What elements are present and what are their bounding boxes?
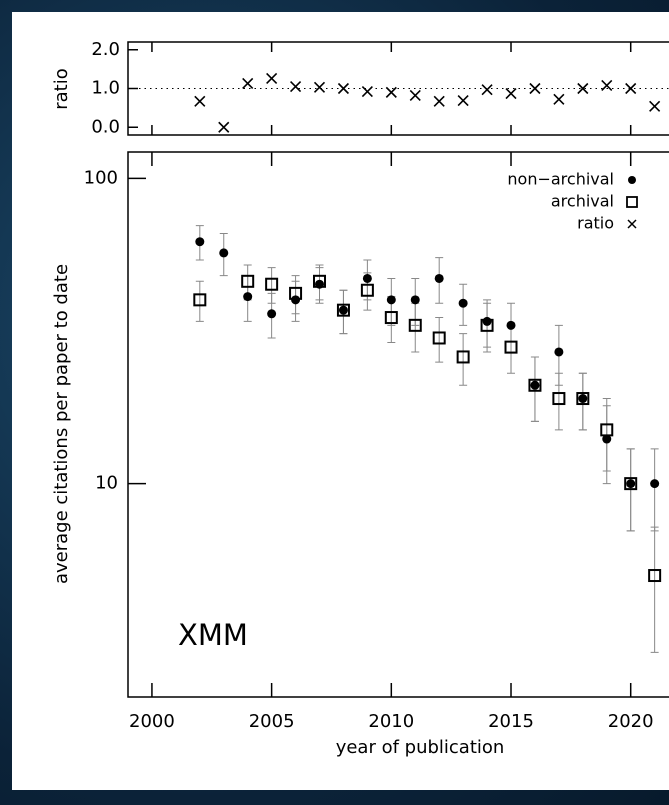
legend-marker xyxy=(626,196,638,208)
y-axis-label: ratio xyxy=(51,68,72,110)
error-bar xyxy=(459,333,468,386)
square-point xyxy=(600,423,614,437)
ratio-point xyxy=(505,87,517,100)
ratio-point xyxy=(266,72,278,84)
ratio-point xyxy=(457,94,469,107)
square-point xyxy=(384,311,398,325)
ratio-point xyxy=(242,77,254,90)
error-bar xyxy=(483,302,492,353)
circle-point xyxy=(530,380,540,390)
circle-point xyxy=(482,316,492,326)
legend-label: ratio xyxy=(577,214,614,233)
legend-marker xyxy=(627,219,637,229)
circle-point xyxy=(195,237,205,247)
x-axis-label: year of publication xyxy=(336,737,505,758)
ratio-point xyxy=(577,82,589,95)
ratio-point xyxy=(529,82,541,95)
square-point xyxy=(552,392,566,406)
ratio-point xyxy=(194,95,206,107)
circle-point xyxy=(386,295,396,305)
circle-point xyxy=(458,298,468,308)
circle-point xyxy=(267,309,277,319)
ratio-point xyxy=(290,80,302,93)
circle-point xyxy=(554,347,564,357)
ratio-point xyxy=(385,86,397,98)
x-tick-label: 2005 xyxy=(249,711,295,732)
error-bar xyxy=(291,275,300,315)
square-point xyxy=(360,283,374,297)
circle-point xyxy=(626,479,636,489)
ratio-point xyxy=(481,84,493,96)
circle-point xyxy=(243,292,253,302)
error-bar xyxy=(195,280,204,322)
circle-point xyxy=(578,394,588,404)
error-bar xyxy=(554,372,563,431)
square-point xyxy=(265,277,279,291)
ratio-point xyxy=(313,81,326,93)
circle-point xyxy=(338,305,348,315)
error-bar xyxy=(267,267,276,304)
y-tick-label: 2.0 xyxy=(91,39,120,60)
panel-background xyxy=(12,12,669,790)
x-tick-label: 2020 xyxy=(608,711,654,732)
square-point xyxy=(624,477,638,491)
annotation: XMM xyxy=(178,618,248,652)
ratio-point xyxy=(601,79,613,91)
square-point xyxy=(528,378,542,392)
square-point xyxy=(289,286,303,300)
ratio-point xyxy=(409,89,421,102)
square-point xyxy=(504,340,518,354)
x-tick-label: 2000 xyxy=(129,711,175,732)
ratio-point xyxy=(337,82,350,95)
square-point xyxy=(408,318,422,332)
square-point xyxy=(648,569,662,583)
x-tick-label: 2010 xyxy=(368,711,414,732)
square-point xyxy=(432,331,446,345)
square-point xyxy=(193,293,207,307)
square-point xyxy=(336,303,350,317)
error-bar xyxy=(650,526,659,653)
legend-label: archival xyxy=(551,192,614,211)
circle-point xyxy=(362,273,372,283)
legend-marker xyxy=(628,176,636,184)
y-axis-label: average citations per paper to date xyxy=(51,264,72,584)
ratio-point xyxy=(649,100,661,112)
y-tick-label: 10 xyxy=(95,473,118,494)
ratio-point xyxy=(361,86,373,98)
circle-point xyxy=(219,248,229,258)
legend-label: non−archival xyxy=(507,170,614,189)
circle-point xyxy=(410,295,420,305)
main-frame xyxy=(127,151,669,698)
circle-point xyxy=(506,320,516,330)
circle-point xyxy=(434,273,444,283)
y-tick-label: 0.0 xyxy=(91,116,120,137)
ratio-point xyxy=(553,93,565,105)
ratio-point xyxy=(625,82,637,95)
x-tick-label: 2015 xyxy=(488,711,534,732)
y-tick-label: 1.0 xyxy=(91,78,120,99)
square-point xyxy=(241,274,255,288)
ratio-point xyxy=(433,95,445,107)
square-point xyxy=(456,350,470,364)
square-point xyxy=(313,274,327,288)
ratio-point xyxy=(218,121,230,133)
error-bar xyxy=(435,317,444,363)
y-tick-label: 100 xyxy=(84,167,118,188)
circle-point xyxy=(602,434,612,444)
square-point xyxy=(480,318,494,332)
circle-point xyxy=(650,479,660,489)
square-point xyxy=(576,392,590,406)
